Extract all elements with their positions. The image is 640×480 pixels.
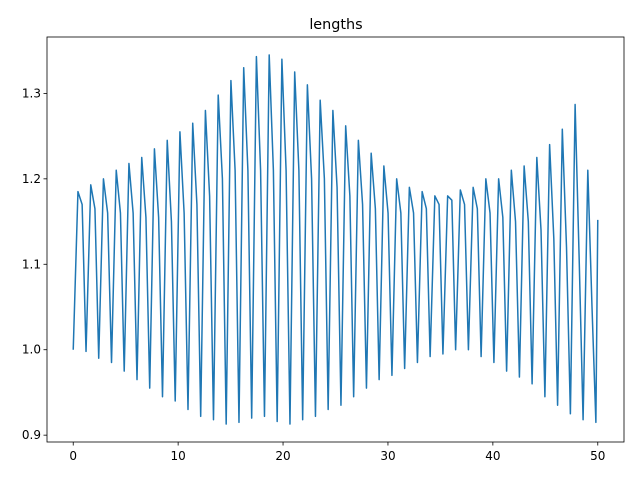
y-tick-label: 0.9 xyxy=(22,428,41,442)
y-tick-label: 1.0 xyxy=(22,343,41,357)
plot-frame xyxy=(46,36,625,443)
chart-title: lengths xyxy=(309,17,362,33)
x-tick-label: 0 xyxy=(69,449,77,463)
y-tick-label: 1.1 xyxy=(22,257,41,271)
y-tick-label: 1.3 xyxy=(22,86,41,100)
y-tick-label: 1.2 xyxy=(22,172,41,186)
x-tick-label: 20 xyxy=(275,449,290,463)
line xyxy=(72,54,599,425)
x-tick-label: 50 xyxy=(590,449,605,463)
x-tick-label: 10 xyxy=(170,449,185,463)
x-tick-label: 40 xyxy=(485,449,500,463)
x-tick-label: 30 xyxy=(380,449,395,463)
